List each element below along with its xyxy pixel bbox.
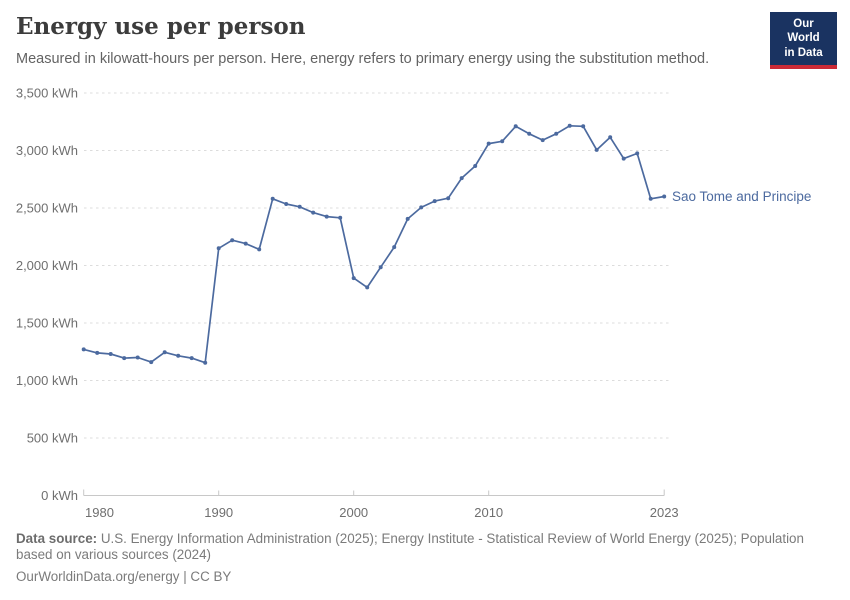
data-point xyxy=(189,356,194,361)
data-point xyxy=(230,238,235,243)
data-point xyxy=(567,123,572,128)
data-source-line: Data source: U.S. Energy Information Adm… xyxy=(16,531,828,563)
x-axis-tick-label: 2010 xyxy=(474,505,503,520)
data-point xyxy=(351,276,356,281)
data-point xyxy=(243,241,248,246)
data-point xyxy=(513,124,518,129)
data-point xyxy=(581,124,586,129)
line-chart-canvas: 0 kWh 500 kWh 1,000 kWh 1,500 kWh 2,000 kWh 2… xyxy=(16,86,679,521)
y-axis-tick-label: 1,500 kWh xyxy=(16,316,78,331)
data-point xyxy=(176,353,181,358)
y-axis-tick-label: 1,000 kWh xyxy=(16,373,78,388)
data-point xyxy=(378,265,383,270)
x-axis-tick-label: 1990 xyxy=(204,505,233,520)
y-axis-tick-label: 2,000 kWh xyxy=(16,258,78,273)
owid-logo-line1: Our World xyxy=(787,18,820,45)
data-point xyxy=(527,131,532,136)
data-point xyxy=(365,285,370,290)
series-label-sao-tome-and-principe[interactable]: Sao Tome and Principe xyxy=(672,189,812,204)
data-point xyxy=(338,215,343,220)
data-point xyxy=(419,205,424,210)
owid-logo[interactable]: Our World in Data xyxy=(770,12,837,70)
data-point xyxy=(122,356,127,361)
chart-subtitle: Measured in kilowatt-hours per person. H… xyxy=(16,51,710,67)
data-point xyxy=(149,360,154,365)
y-axis-tick-label: 2,500 kWh xyxy=(16,201,78,216)
data-point xyxy=(635,151,640,156)
data-source-label: Data source: xyxy=(16,531,98,546)
data-point xyxy=(95,350,100,355)
owid-logo-line2: in Data xyxy=(784,46,823,59)
data-point xyxy=(135,355,140,360)
data-point xyxy=(257,247,262,252)
data-point xyxy=(608,135,613,140)
x-axis-tick-label: 2000 xyxy=(339,505,368,520)
data-point xyxy=(108,352,113,356)
y-axis-tick-label: 0 kWh xyxy=(41,488,78,503)
data-point xyxy=(392,245,397,250)
data-point xyxy=(324,214,329,219)
y-axis-tick-label: 500 kWh xyxy=(27,431,78,446)
data-point xyxy=(81,347,86,352)
data-point xyxy=(405,216,410,221)
data-point xyxy=(297,204,302,209)
data-point xyxy=(540,138,545,143)
data-point xyxy=(594,147,599,152)
page-title: Energy use per person xyxy=(16,13,306,40)
y-axis-tick-label: 3,000 kWh xyxy=(16,143,78,158)
data-point xyxy=(459,176,464,181)
data-point xyxy=(446,196,451,201)
data-point xyxy=(486,141,491,146)
data-point xyxy=(432,199,437,204)
x-axis-tick-label: 1980 xyxy=(85,505,114,520)
data-point xyxy=(648,196,653,201)
chart-footer: Data source: U.S. Energy Information Adm… xyxy=(16,531,828,585)
data-point xyxy=(662,194,667,199)
data-point xyxy=(162,350,167,355)
data-point xyxy=(270,196,275,201)
data-point xyxy=(621,156,626,161)
attribution-line: OurWorldinData.org/energy | CC BY xyxy=(16,569,232,584)
data-point xyxy=(554,131,559,136)
data-point xyxy=(216,246,221,251)
data-source-text: U.S. Energy Information Administration (… xyxy=(16,531,804,562)
data-point xyxy=(284,202,289,206)
data-series-line xyxy=(83,124,665,364)
data-point xyxy=(500,139,505,144)
x-axis-tick-label: 2023 xyxy=(650,505,679,520)
data-point xyxy=(203,360,208,365)
data-point xyxy=(311,210,316,215)
y-axis-tick-label: 3,500 kWh xyxy=(16,86,78,101)
data-point xyxy=(473,164,478,168)
